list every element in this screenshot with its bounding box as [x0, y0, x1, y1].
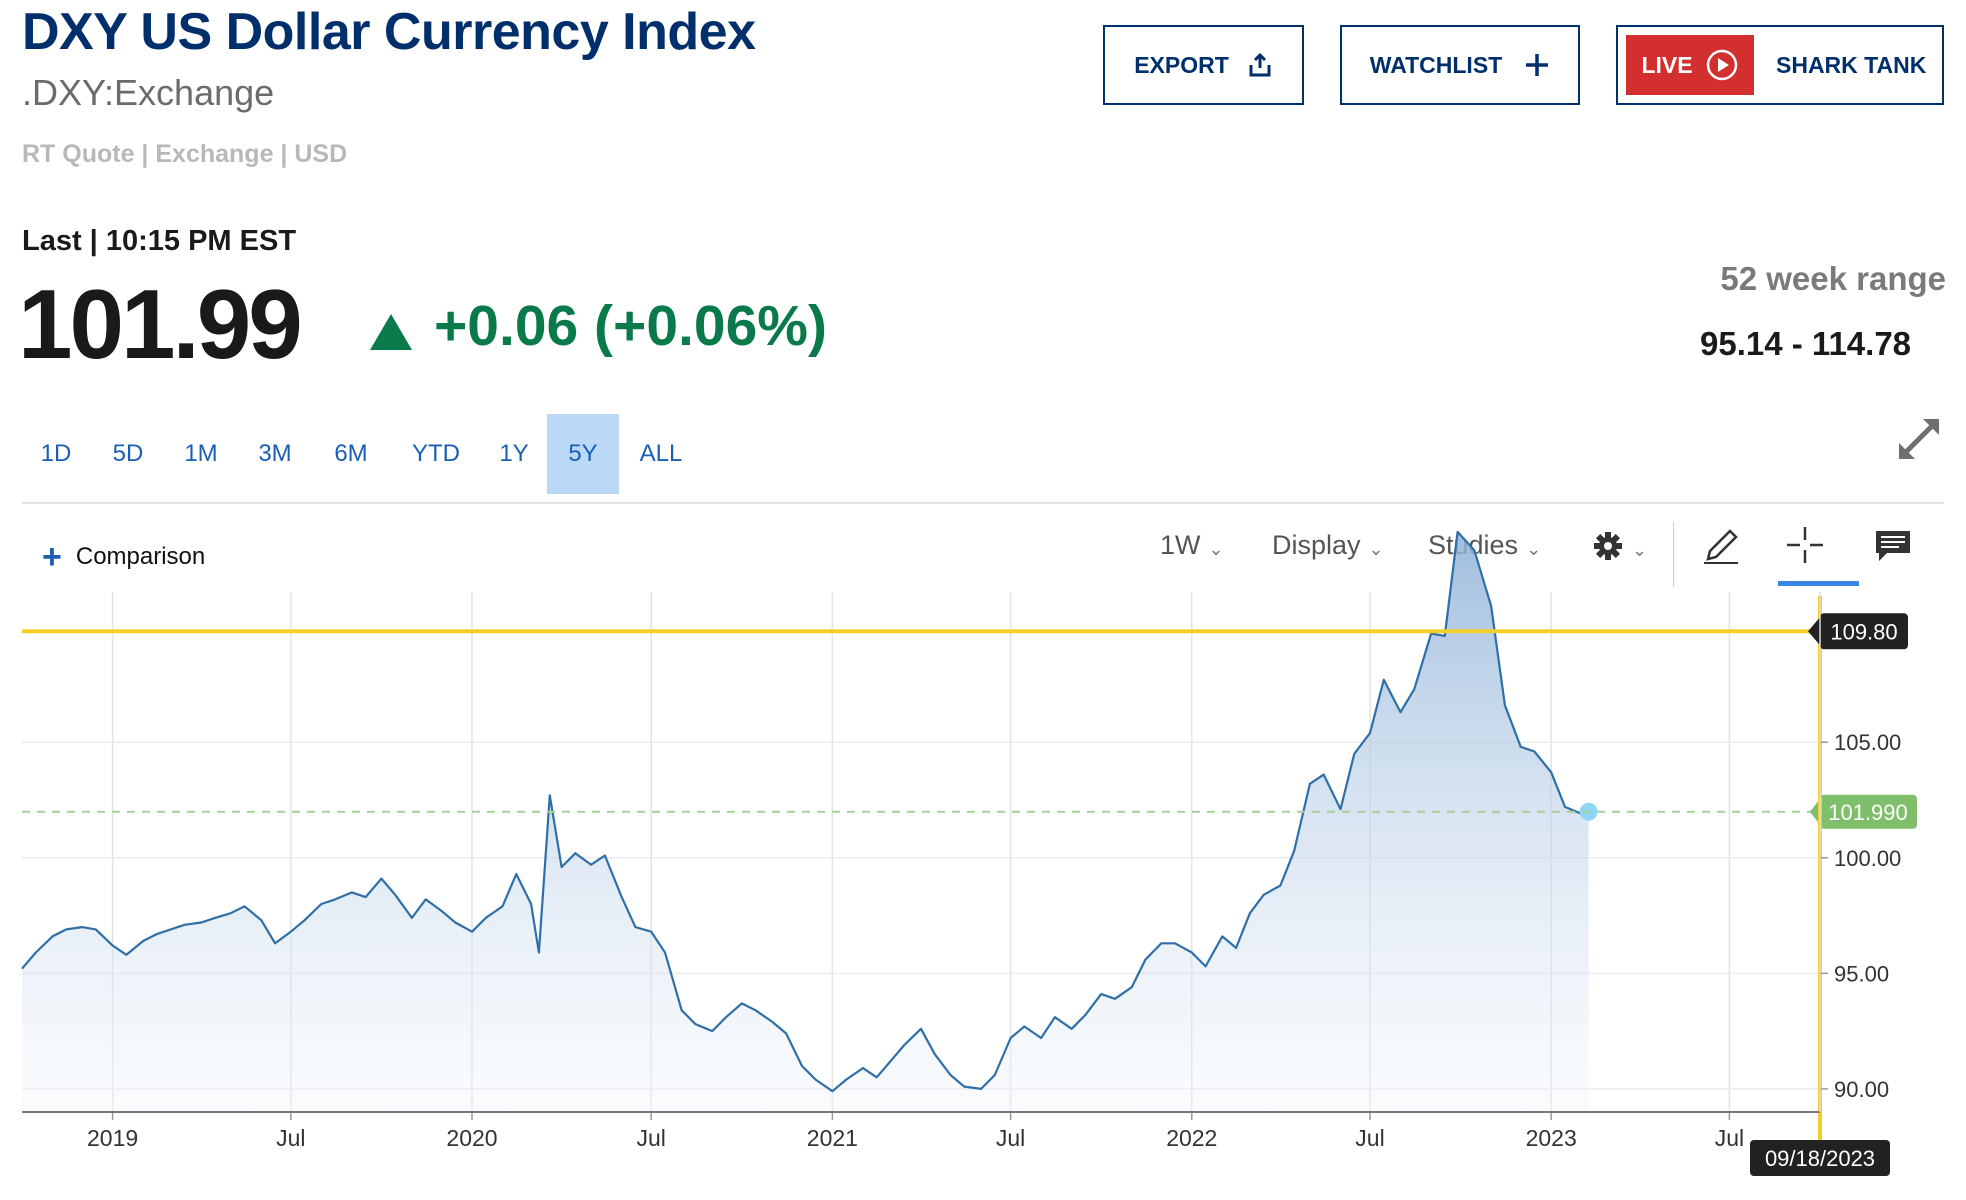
x-tick-label: Jul [1715, 1125, 1744, 1151]
x-tick-label: 2019 [87, 1125, 138, 1151]
live-badge: LIVE [1626, 35, 1754, 95]
page-title: DXY US Dollar Currency Index [22, 3, 756, 61]
tab-1d[interactable]: 1D [40, 440, 72, 467]
export-button[interactable]: EXPORT [1103, 25, 1304, 105]
live-label: LIVE [1641, 51, 1693, 78]
play-circle-icon [1706, 49, 1737, 81]
crosshair-y-box [1820, 613, 1908, 650]
export-label: EXPORT [1134, 51, 1229, 78]
last-trade-time: Last | 10:15 PM EST [22, 225, 297, 257]
crosshair-y-pointer [1808, 617, 1820, 646]
series-line [21, 530, 1589, 1093]
y-tick-label: 100.00 [1834, 846, 1901, 871]
plus-icon [1526, 54, 1549, 76]
live-tv-button[interactable]: LIVE SHARK TANK [1616, 25, 1944, 105]
active-tool-indicator [1778, 581, 1859, 586]
x-tick-label: Jul [636, 1125, 665, 1151]
share-icon [1249, 52, 1271, 77]
toolbar-separator [1673, 522, 1674, 587]
tab-1y[interactable]: 1Y [499, 440, 529, 467]
crosshair-date-box [1750, 1140, 1890, 1176]
quote-meta: RT Quote | Exchange | USD [22, 140, 348, 168]
last-value-label: 101.990 [1828, 800, 1908, 825]
range-value: 95.14 - 114.78 [1700, 325, 1912, 362]
display-label: Display [1272, 530, 1361, 560]
crosshair-date-label: 09/18/2023 [1765, 1146, 1875, 1171]
x-tick-label: 2021 [807, 1125, 858, 1151]
display-dropdown[interactable]: Display ⌄ [1272, 530, 1384, 561]
comparison-button[interactable]: + Comparison [42, 540, 205, 574]
y-tick-label: 90.00 [1834, 1077, 1889, 1102]
comment-icon[interactable] [1873, 528, 1913, 564]
pencil-icon[interactable] [1700, 525, 1742, 567]
price-change: +0.06 (+0.06%) [434, 294, 827, 358]
tab-1m[interactable]: 1M [184, 440, 218, 467]
chevron-down-icon: ⌄ [1368, 539, 1384, 559]
tab-5d[interactable]: 5D [112, 440, 144, 467]
x-tick-label: 2020 [446, 1125, 497, 1151]
watchlist-label: WATCHLIST [1369, 51, 1503, 78]
plus-icon: + [42, 538, 62, 576]
live-show-label: SHARK TANK [1776, 51, 1927, 78]
last-value-pointer [1810, 798, 1820, 825]
chevron-down-icon: ⌄ [1632, 539, 1648, 560]
up-triangle-icon [370, 314, 412, 350]
tab-all[interactable]: ALL [639, 440, 683, 467]
interval-dropdown[interactable]: 1W ⌄ [1160, 530, 1224, 561]
last-value-box [1820, 794, 1917, 829]
gear-icon [1594, 532, 1622, 560]
last-price: 101.99 [18, 269, 303, 379]
active-tab-highlight [547, 414, 619, 494]
x-tick-label: Jul [276, 1125, 305, 1151]
settings-dropdown[interactable]: ⌄ [1592, 530, 1647, 562]
range-label: 52 week range [1720, 260, 1946, 297]
interval-label: 1W [1160, 530, 1201, 560]
symbol-label: .DXY:Exchange [22, 72, 275, 113]
x-tick-label: 2023 [1526, 1125, 1577, 1151]
tab-3m[interactable]: 3M [258, 440, 292, 467]
x-tick-label: Jul [1355, 1125, 1384, 1151]
watchlist-button[interactable]: WATCHLIST [1340, 25, 1580, 105]
tab-5y[interactable]: 5Y [568, 440, 598, 467]
divider [22, 502, 1944, 504]
chart-area-group [21, 530, 1598, 1112]
x-tick-label: Jul [996, 1125, 1025, 1151]
chevron-down-icon: ⌄ [1208, 539, 1224, 559]
chart-axes: 2019 Jul 2020 Jul 2021 Jul 2022 Jul 2023 Jul 90.00… [22, 592, 1901, 1151]
y-tick-label: 95.00 [1834, 961, 1889, 986]
x-tick-label: 2022 [1166, 1125, 1217, 1151]
crosshair-y-label: 109.80 [1830, 619, 1897, 644]
tab-6m[interactable]: 6M [334, 440, 368, 467]
y-tick-label: 105.00 [1834, 730, 1901, 755]
tab-ytd[interactable]: YTD [412, 440, 460, 467]
comparison-label: Comparison [75, 543, 206, 570]
chevron-down-icon: ⌄ [1526, 539, 1542, 559]
series-area-fill [22, 531, 1589, 1112]
crosshair-icon[interactable] [1785, 525, 1825, 565]
expand-icon[interactable] [1893, 413, 1945, 465]
